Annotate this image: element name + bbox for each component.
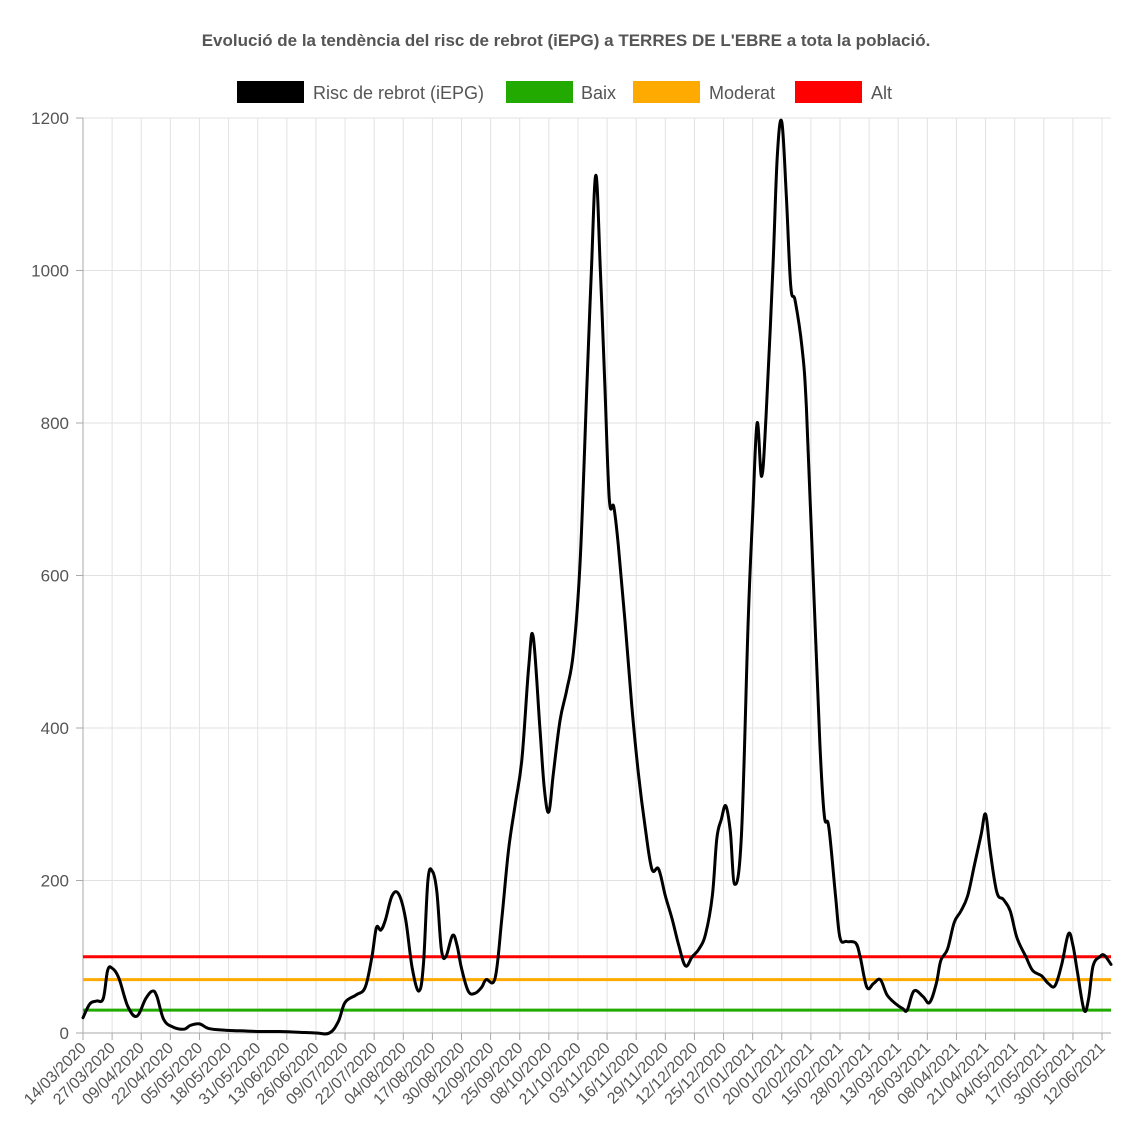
y-tick-label: 1200 — [31, 109, 69, 128]
x-axis-tick-labels: 14/03/202027/03/202009/04/202022/04/2020… — [21, 1040, 1109, 1109]
y-tick-label: 200 — [41, 872, 69, 891]
y-tick-label: 0 — [60, 1024, 69, 1043]
series-line-iepg — [81, 118, 1113, 1036]
y-axis-tick-labels: 0 200 400 600 800 1000 1200 — [31, 109, 69, 1043]
legend-label-3[interactable]: Alt — [871, 83, 892, 103]
legend-swatch-2[interactable] — [633, 81, 700, 103]
axes — [82, 118, 1111, 1034]
y-gridlines — [76, 117, 1111, 1034]
series-lines — [81, 118, 1113, 1036]
y-tick-label: 400 — [41, 719, 69, 738]
x-gridlines — [82, 118, 1103, 1040]
y-tick-label: 600 — [41, 567, 69, 586]
y-tick-label: 1000 — [31, 262, 69, 281]
chart-title: Evolució de la tendència del risc de reb… — [202, 31, 931, 50]
y-tick-label: 800 — [41, 414, 69, 433]
legend-label-2[interactable]: Moderat — [709, 83, 775, 103]
legend-swatch-1[interactable] — [506, 81, 573, 103]
legend-label-0[interactable]: Risc de rebrot (iEPG) — [313, 83, 484, 103]
legend-swatch-3[interactable] — [795, 81, 862, 103]
legend: Risc de rebrot (iEPG) Baix Moderat Alt — [237, 81, 892, 103]
legend-swatch-0[interactable] — [237, 81, 304, 103]
legend-label-1[interactable]: Baix — [581, 83, 616, 103]
